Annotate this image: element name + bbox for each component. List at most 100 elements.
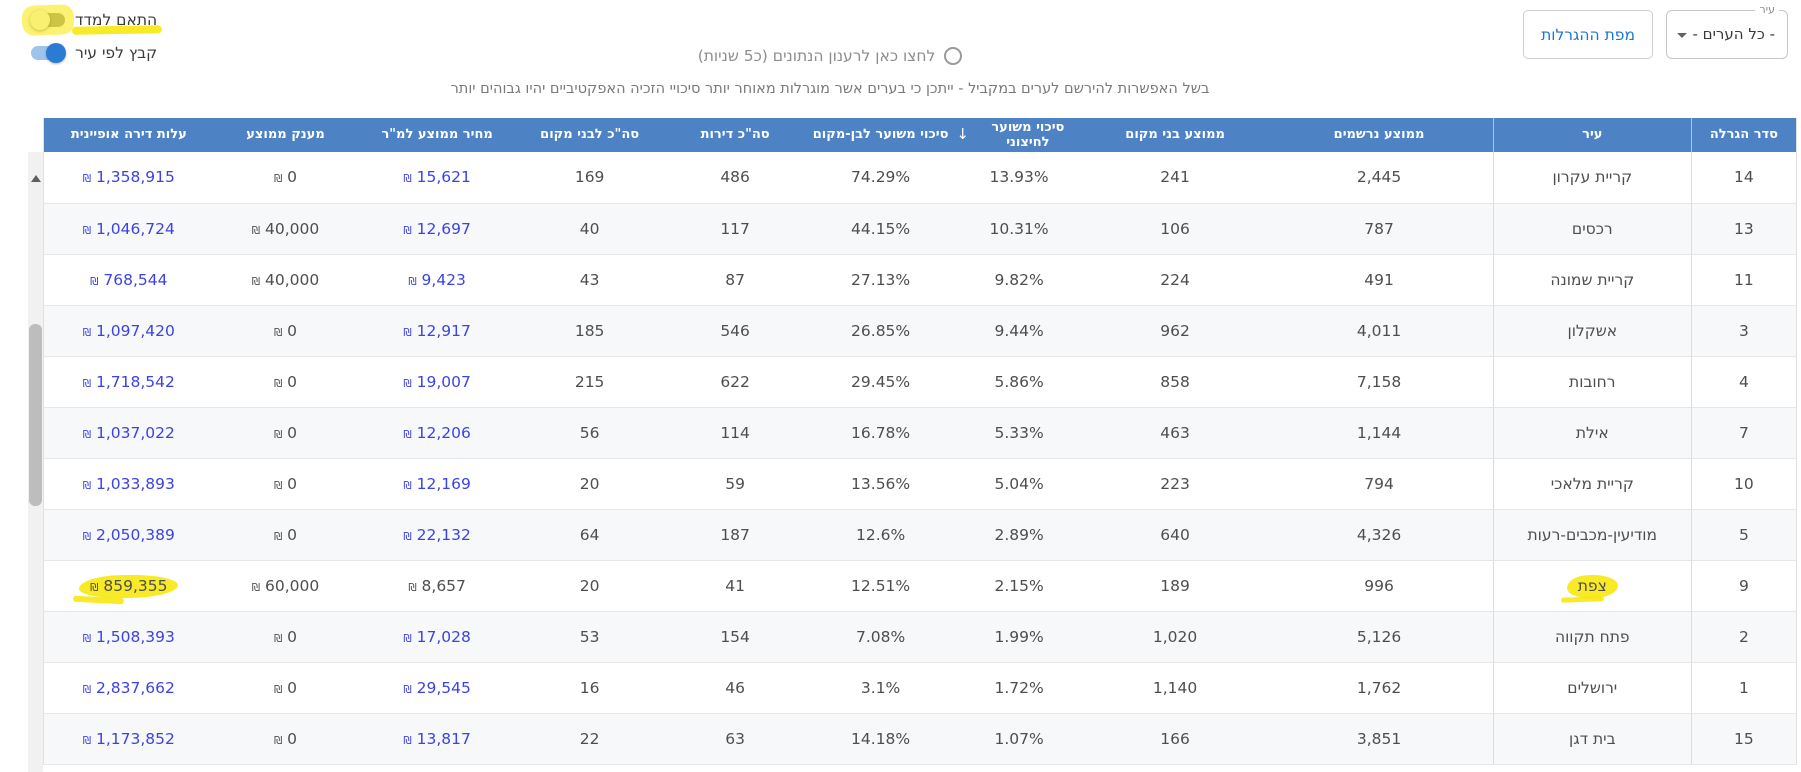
shekel-icon: ₪: [403, 632, 412, 645]
column-header-cost[interactable]: עלות דירה אופיינית: [43, 118, 214, 152]
value-link[interactable]: ₪ 1,173,852: [82, 729, 175, 748]
cell-chance_local: 13.56%: [807, 458, 954, 510]
refresh-data-label: לחצו כאן לרענון הנתונים (כ5 שניות): [697, 47, 936, 65]
scroll-up-button[interactable]: [28, 170, 43, 186]
cell-chance_external: 1.72%: [953, 662, 1085, 714]
value-link[interactable]: ₪ 19,007: [403, 372, 471, 391]
cell-grant: ₪ 0: [213, 356, 358, 408]
column-header-label: ממוצע בני מקום: [1125, 127, 1225, 143]
cell-locals: 189: [1084, 560, 1266, 612]
cell-apartments_local: 20: [516, 560, 663, 612]
column-header-city[interactable]: עיר: [1492, 118, 1692, 152]
value-link[interactable]: ₪ 29,545: [403, 678, 471, 697]
column-header-apartments_total[interactable]: סה"כ דירות: [662, 118, 808, 152]
refresh-data-radio[interactable]: לחצו כאן לרענון הנתונים (כ5 שניות): [698, 47, 963, 65]
value-link[interactable]: ₪ 2,050,389: [82, 525, 175, 544]
cell-registrants: 794: [1265, 458, 1494, 510]
value-link[interactable]: ₪ 1,508,393: [82, 627, 175, 646]
cell-apartments_total: 486: [662, 152, 808, 204]
table-row: 3 אשקלון 4,011 962 9.44% 26.85% 546 185 ₪ 12,917…: [43, 305, 1797, 357]
shekel-icon: ₪: [403, 377, 412, 390]
adjust-index-toggle-label: התאם למדד: [75, 11, 158, 29]
cell-chance_external: 1.07%: [953, 713, 1085, 765]
value-link[interactable]: ₪ 1,097,420: [82, 321, 175, 340]
cell-locals: 166: [1084, 713, 1266, 765]
shekel-icon: ₪: [273, 530, 283, 543]
column-header-label: סיכוי משוער לחיצוני: [991, 119, 1065, 150]
cell-grant: ₪ 0: [213, 407, 358, 459]
value-link[interactable]: ₪ 17,028: [403, 627, 471, 646]
cell-locals: 1,020: [1084, 611, 1266, 663]
shekel-icon: ₪: [90, 275, 99, 288]
shekel-icon: ₪: [403, 530, 412, 543]
cell-city: בית דגן: [1492, 713, 1692, 765]
cell-chance_local: 3.1%: [807, 662, 954, 714]
value-link[interactable]: ₪ 9,423: [408, 270, 466, 289]
column-header-order[interactable]: סדר הגרלה: [1691, 118, 1797, 152]
adjust-index-toggle[interactable]: [30, 10, 66, 30]
column-header-price_sqm[interactable]: מחיר ממוצע למ"ר: [357, 118, 517, 152]
cell-grant: ₪ 0: [213, 305, 358, 357]
cell-apartments_local: 43: [516, 254, 663, 306]
chevron-down-icon: [1677, 33, 1687, 38]
value-link[interactable]: ₪ 12,917: [403, 321, 471, 340]
arrow-up-icon: [30, 174, 41, 182]
value-link[interactable]: ₪ 13,817: [403, 729, 471, 748]
shekel-icon: ₪: [82, 734, 92, 747]
city-filter-select[interactable]: עיר - כל הערים -: [1666, 3, 1788, 59]
radio-circle-icon[interactable]: [944, 47, 963, 65]
column-header-registrants[interactable]: ממוצע נרשמים: [1265, 118, 1494, 152]
value-link[interactable]: ₪ 1,046,724: [82, 219, 175, 238]
value-link[interactable]: ₪ 15,621: [403, 168, 471, 187]
shekel-icon: ₪: [403, 479, 412, 492]
cell-registrants: 4,326: [1265, 509, 1494, 561]
cell-registrants: 1,144: [1265, 407, 1494, 459]
shekel-icon: ₪: [408, 275, 417, 288]
shekel-icon: ₪: [403, 734, 412, 747]
cell-apartments_local: 16: [516, 662, 663, 714]
scrollbar-thumb[interactable]: [29, 324, 42, 506]
value-link[interactable]: ₪ 22,132: [403, 525, 471, 544]
column-header-chance_external[interactable]: סיכוי משוער לחיצוני ↓: [953, 118, 1085, 152]
cell-registrants: 491: [1265, 254, 1494, 306]
group-by-city-toggle[interactable]: [30, 43, 67, 63]
table-row: 5 מודיעין-מכבים-רעות 4,326 640 2.89% 12.6% 187…: [43, 509, 1797, 561]
cell-chance_local: 27.13%: [807, 254, 954, 306]
column-header-grant[interactable]: מענק ממוצע: [213, 118, 358, 152]
cell-apartments_local: 56: [516, 407, 663, 459]
cell-cost: ₪ 1,173,852: [43, 713, 214, 765]
value-link[interactable]: ₪ 1,037,022: [82, 423, 175, 442]
column-header-locals[interactable]: ממוצע בני מקום: [1084, 118, 1266, 152]
value-link[interactable]: ₪ 12,697: [403, 219, 471, 238]
shekel-icon: ₪: [82, 530, 92, 543]
column-header-apartments_local[interactable]: סה"כ לבני מקום: [516, 118, 663, 152]
lottery-table: סדר הגרלה עיר ממוצע נרשמים ממוצע בני מקום סי…: [43, 118, 1797, 765]
column-header-label: מחיר ממוצע למ"ר: [381, 127, 493, 143]
value-link[interactable]: ₪ 12,169: [403, 474, 471, 493]
cell-chance_external: 10.31%: [953, 203, 1085, 255]
value-link[interactable]: ₪ 12,206: [403, 423, 471, 442]
value-link[interactable]: ₪ 1,358,915: [82, 168, 175, 187]
value-link[interactable]: ₪ 2,837,662: [82, 678, 175, 697]
marker-highlight: צפת: [1574, 576, 1611, 596]
column-header-chance_local[interactable]: סיכוי משוער לבן-מקום: [807, 118, 954, 152]
cell-registrants: 2,445: [1265, 152, 1494, 204]
cell-order: 3: [1691, 305, 1797, 357]
group-by-city-toggle-label: קבץ לפי עיר: [75, 44, 158, 62]
cell-cost: ₪ 2,050,389: [43, 509, 214, 561]
cell-city: פתח תקווה: [1492, 611, 1692, 663]
sort-desc-icon[interactable]: ↓: [956, 125, 969, 144]
cell-chance_local: 26.85%: [807, 305, 954, 357]
value-link[interactable]: ₪ 1,718,542: [82, 372, 175, 391]
cell-locals: 962: [1084, 305, 1266, 357]
value-link[interactable]: ₪ 1,033,893: [82, 474, 175, 493]
value-link[interactable]: ₪ 768,544: [90, 270, 168, 289]
column-header-label: סה"כ דירות: [700, 127, 770, 143]
cell-cost: ₪ 1,718,542: [43, 356, 214, 408]
vertical-scrollbar[interactable]: [28, 152, 43, 772]
lottery-map-button[interactable]: מפת ההגרלות: [1523, 10, 1653, 59]
cell-cost: ₪ 1,358,915: [43, 152, 214, 204]
shekel-icon: ₪: [273, 428, 283, 441]
cell-locals: 241: [1084, 152, 1266, 204]
cell-order: 14: [1691, 152, 1797, 204]
